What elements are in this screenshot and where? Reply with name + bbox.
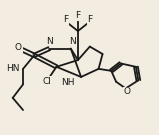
Text: O: O [124,87,131,96]
Text: Cl: Cl [42,77,51,85]
Text: F: F [75,11,80,20]
Text: F: F [63,15,69,24]
Text: NH: NH [61,78,75,87]
Text: F: F [87,15,92,24]
Text: N: N [46,37,53,46]
Text: O: O [15,43,22,52]
Text: HN: HN [6,64,20,73]
Text: N: N [69,37,76,46]
